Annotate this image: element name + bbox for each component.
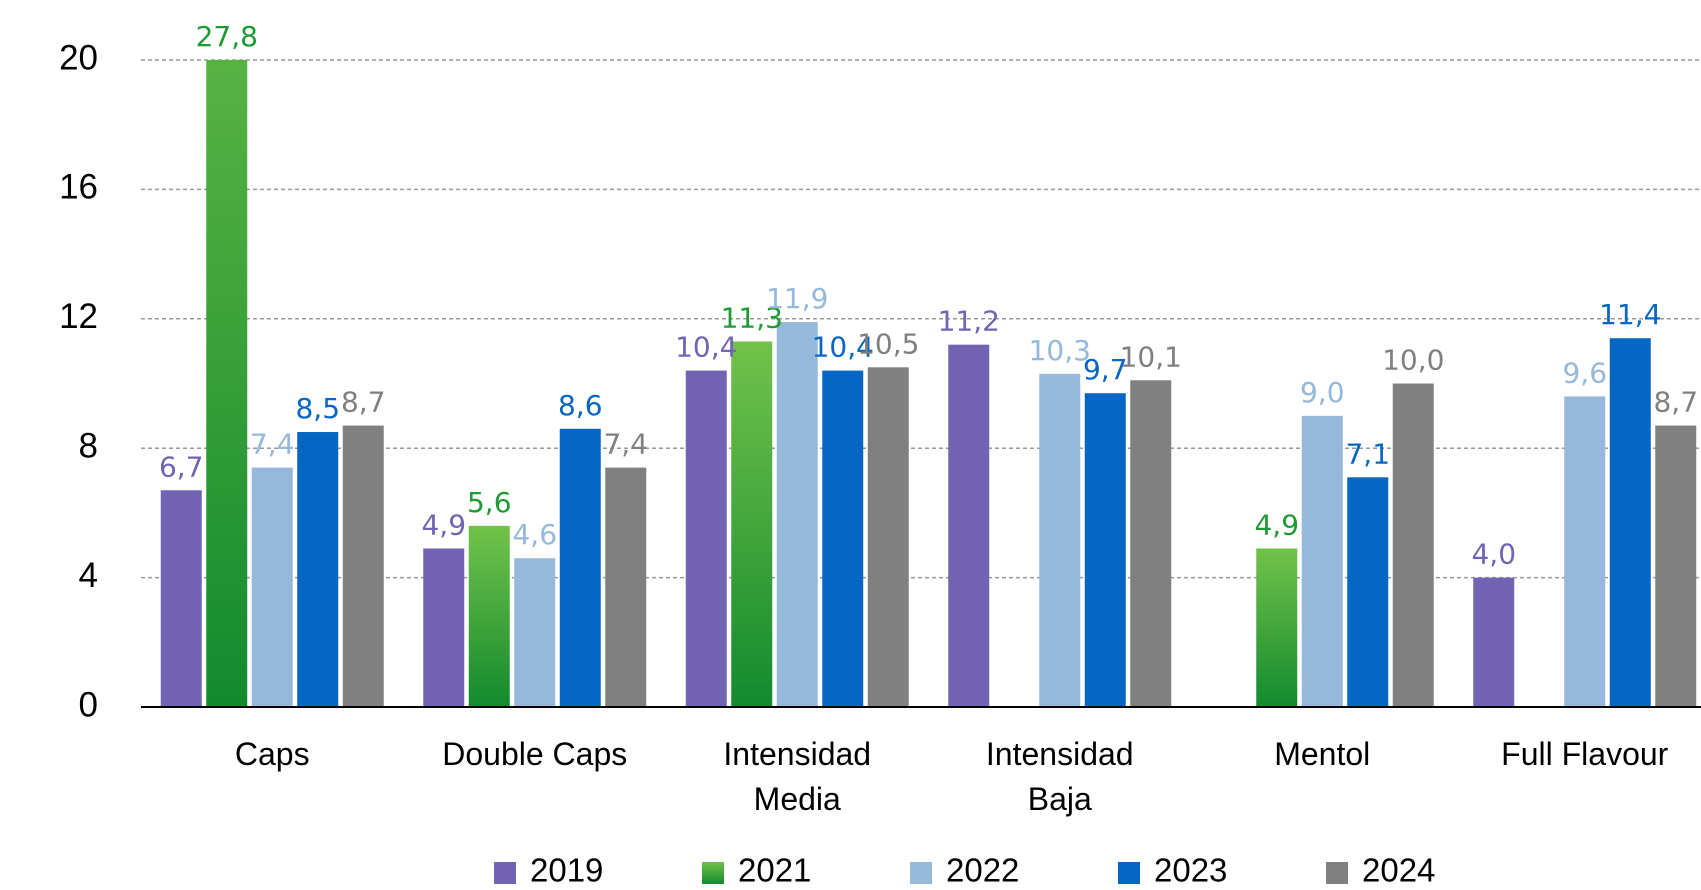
value-label: 4,6 <box>512 518 557 551</box>
bar <box>251 467 293 707</box>
value-label: 7,4 <box>603 428 648 461</box>
value-label: 10,0 <box>1382 344 1444 377</box>
bar <box>1039 373 1081 707</box>
value-label: 9,6 <box>1562 356 1607 389</box>
value-label: 7,4 <box>250 428 295 461</box>
y-tick-label: 20 <box>59 38 98 77</box>
value-label: 11,9 <box>766 282 828 315</box>
value-label: 10,4 <box>675 331 737 364</box>
value-label: 11,2 <box>938 305 1000 338</box>
y-tick-label: 12 <box>59 297 98 336</box>
value-label: 11,4 <box>1599 298 1661 331</box>
bar <box>514 558 556 707</box>
bar <box>1301 415 1343 707</box>
value-label: 10,3 <box>1029 334 1091 367</box>
value-label: 4,0 <box>1471 538 1516 571</box>
x-tick-label: Full Flavour <box>1501 736 1669 772</box>
value-label: 8,7 <box>1653 386 1698 419</box>
legend-swatch <box>1326 862 1348 884</box>
legend-swatch <box>910 862 932 884</box>
value-label: 4,9 <box>1254 508 1299 541</box>
value-label: 8,7 <box>341 386 386 419</box>
bar <box>1392 383 1434 707</box>
value-label: 6,7 <box>159 450 204 483</box>
bar <box>297 432 339 707</box>
bar <box>468 525 510 707</box>
bar <box>1130 380 1172 707</box>
bar <box>1347 477 1389 707</box>
x-tick-label: Intensidad Baja <box>986 736 1134 817</box>
value-label: 5,6 <box>467 486 512 519</box>
bar <box>342 425 384 707</box>
bars <box>160 60 1697 708</box>
x-tick-label: Double Caps <box>442 736 627 772</box>
legend-label: 2019 <box>530 852 603 889</box>
legend-label: 2021 <box>738 852 811 889</box>
value-label: 8,6 <box>558 389 603 422</box>
value-label: 4,9 <box>421 508 466 541</box>
legend-swatch <box>1118 862 1140 884</box>
value-label: 9,7 <box>1083 353 1128 386</box>
legend-label: 2023 <box>1154 852 1227 889</box>
bar <box>685 370 727 707</box>
bar <box>822 370 864 707</box>
bar <box>1256 548 1298 707</box>
bar <box>1655 425 1697 707</box>
value-label: 7,1 <box>1345 437 1390 470</box>
bar <box>160 490 202 707</box>
bar <box>1564 396 1606 707</box>
y-tick-label: 8 <box>79 426 98 465</box>
bar <box>867 367 909 707</box>
y-tick-label: 0 <box>79 685 98 724</box>
bar <box>948 344 990 707</box>
bar <box>423 548 465 707</box>
value-label: 11,3 <box>721 301 783 334</box>
bar <box>559 428 601 707</box>
bar <box>605 467 647 707</box>
legend-swatch <box>702 862 724 884</box>
y-tick-label: 4 <box>79 556 98 595</box>
bar <box>776 322 818 707</box>
bar <box>1473 577 1515 707</box>
bar <box>731 341 773 707</box>
bar <box>1084 393 1126 707</box>
x-tick-label: Intensidad Media <box>723 736 871 817</box>
value-label: 10,1 <box>1120 340 1182 373</box>
y-tick-label: 16 <box>59 168 98 207</box>
value-label: 8,5 <box>295 392 340 425</box>
legend-label: 2022 <box>946 852 1019 889</box>
legend-label: 2024 <box>1362 852 1435 889</box>
value-label: 10,5 <box>857 327 919 360</box>
x-tick-label: Mentol <box>1274 736 1370 772</box>
value-label: 9,0 <box>1300 376 1345 409</box>
legend-swatch <box>494 862 516 884</box>
bar <box>206 60 248 708</box>
bar <box>1609 338 1651 707</box>
value-label: 27,8 <box>196 20 258 53</box>
x-tick-label: Caps <box>235 736 310 772</box>
value-label: 10,4 <box>812 331 874 364</box>
